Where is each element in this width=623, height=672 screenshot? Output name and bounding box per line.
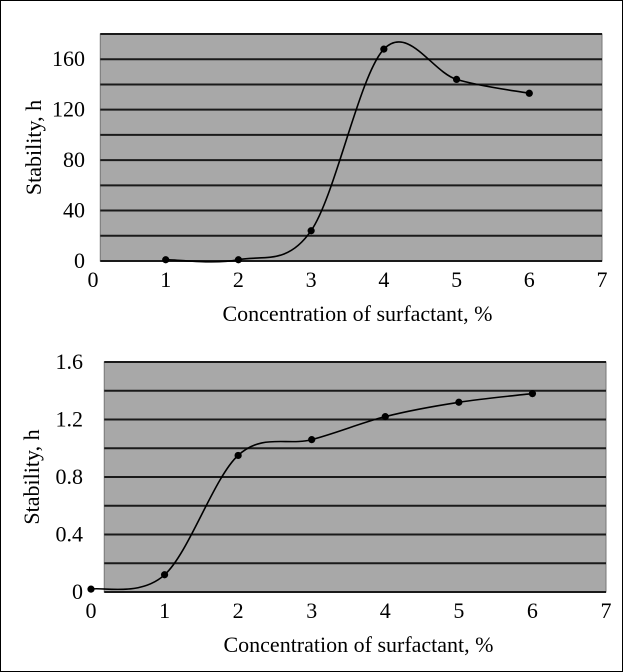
x-axis-title: Concentration of surfactant, % bbox=[222, 301, 492, 326]
data-point bbox=[162, 256, 170, 264]
x-axis-title: Concentration of surfactant, % bbox=[223, 632, 493, 657]
stability-chart-top: 0 40 80 120 160 0 1 2 3 4 5 6 7 Concentration of surf… bbox=[21, 33, 608, 326]
x-tick-label: 7 bbox=[597, 267, 608, 292]
data-point bbox=[380, 45, 388, 53]
stability-chart-bottom: 0 0.4 0.8 1.2 1.6 0 1 2 3 4 5 6 7 Concentration of su… bbox=[19, 349, 612, 657]
x-tick-label: 3 bbox=[306, 598, 317, 623]
data-point bbox=[381, 413, 389, 421]
data-point bbox=[234, 256, 243, 264]
data-point bbox=[234, 451, 242, 460]
data-point bbox=[525, 89, 533, 97]
data-point bbox=[452, 75, 461, 83]
x-tick-label: 0 bbox=[88, 267, 99, 292]
y-tick-label: 160 bbox=[52, 46, 85, 71]
y-tick-label: 0 bbox=[74, 248, 85, 273]
x-tick-label: 2 bbox=[233, 267, 244, 292]
y-tick-label: 1.2 bbox=[56, 407, 84, 432]
y-tick-label: 0.8 bbox=[56, 464, 84, 489]
x-tick-label: 5 bbox=[453, 598, 464, 623]
y-tick-label: 0.4 bbox=[56, 522, 84, 547]
x-tick-label: 5 bbox=[451, 267, 462, 292]
data-point bbox=[455, 398, 463, 406]
y-tick-label: 0 bbox=[72, 579, 83, 604]
x-tick-label: 3 bbox=[306, 267, 317, 292]
x-tick-label: 1 bbox=[160, 267, 171, 292]
data-point bbox=[307, 227, 315, 235]
x-tick-label: 6 bbox=[527, 598, 538, 623]
y-tick-label: 1.6 bbox=[56, 349, 84, 374]
x-tick-label: 4 bbox=[378, 267, 389, 292]
x-tick-label: 6 bbox=[524, 267, 535, 292]
x-tick-label: 1 bbox=[159, 598, 170, 623]
x-tick-label: 2 bbox=[233, 598, 244, 623]
y-tick-label: 120 bbox=[52, 97, 85, 122]
y-axis-title: Stability, h bbox=[21, 100, 46, 195]
data-point bbox=[308, 436, 316, 444]
data-point bbox=[160, 571, 169, 579]
y-axis-title: Stability, h bbox=[19, 429, 44, 524]
x-tick-label: 0 bbox=[86, 598, 97, 623]
plot-area bbox=[99, 33, 603, 262]
data-point bbox=[528, 390, 537, 398]
y-tick-label: 40 bbox=[63, 198, 85, 223]
data-point bbox=[87, 585, 95, 593]
y-tick-label: 80 bbox=[63, 147, 85, 172]
x-tick-label: 4 bbox=[380, 598, 391, 623]
x-tick-label: 7 bbox=[601, 598, 612, 623]
